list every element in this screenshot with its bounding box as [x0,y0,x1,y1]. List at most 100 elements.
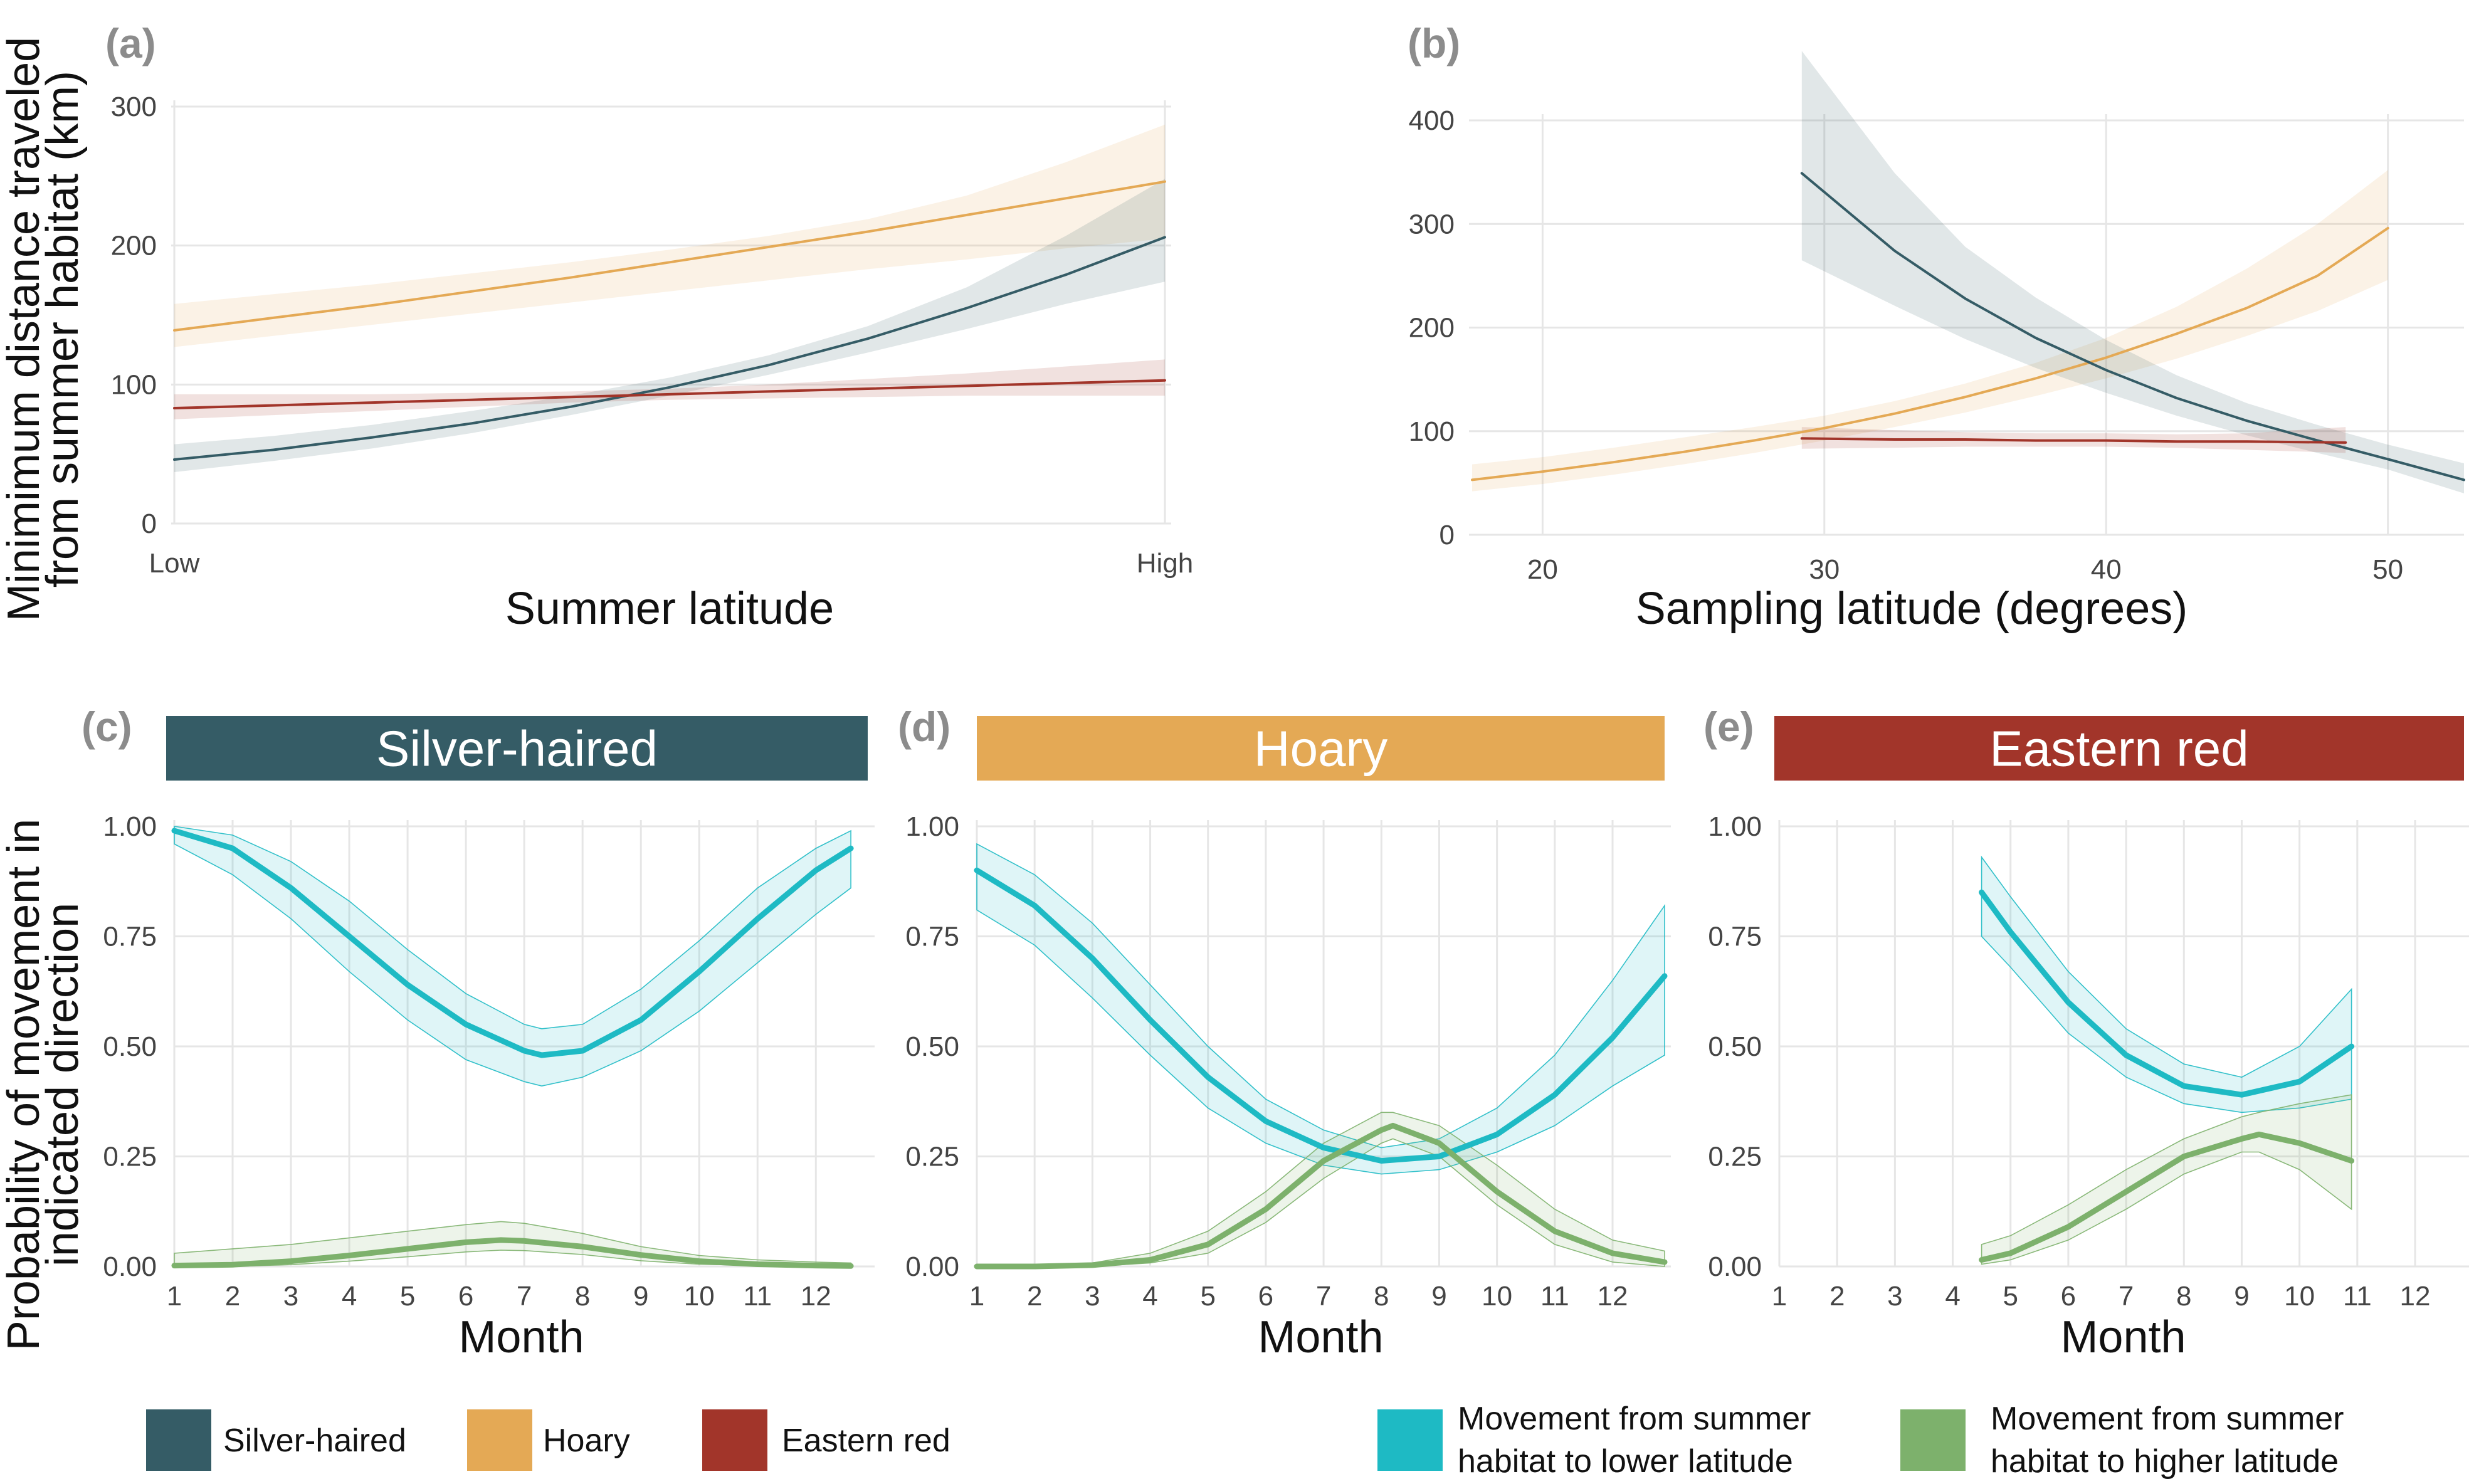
legend-swatch [1377,1409,1443,1471]
ribbon-eastern-red [174,359,1165,419]
y-title-top-line1: Minimimum distance traveled [0,37,49,621]
x-tick-label: 7 [2119,1281,2134,1312]
y-tick-label: 0.25 [103,1142,157,1172]
y-tick-label: 1.00 [103,811,157,842]
x-tick-label: 5 [2003,1281,2018,1312]
ribbon-hoary [174,124,1165,347]
y-tick-label: 0.50 [103,1031,157,1062]
x-axis-title: Summer latitude [505,584,834,634]
x-tick-label: 3 [1085,1281,1100,1312]
series-line-silver-haired [173,236,1166,461]
legend-label: Hoary [543,1423,630,1459]
panel-tag: (c) [82,703,132,750]
x-tick-label: 10 [2284,1281,2315,1312]
x-tick-label: 50 [2372,554,2403,585]
legend-label-line1: Movement from summer [1991,1401,2344,1437]
panel-a: (a) 0 100 200 300 Low High Summer latitude [105,20,1193,634]
ribbon-silver-haired [1801,51,2464,493]
legend: Silver-haired Hoary Eastern red Movement fr… [146,1401,2344,1480]
series-line-eastern-red [173,379,1166,409]
legend-label: Eastern red [782,1423,950,1459]
y-tick-label: 0.25 [1708,1142,1762,1172]
panel-c: Silver-haired(c)0.000.250.500.751.001 2 3 4… [82,703,875,1362]
x-tick-label: 2 [225,1281,240,1312]
x-tick-label: 12 [801,1281,831,1312]
legend-item-direction-1: Movement from summer habitat to lower lat… [1377,1401,1811,1480]
panel-b: (b) 0 100 200 300 400 20 30 40 50 Sampling latitud… [1408,20,2465,634]
x-tick-label: 5 [400,1281,415,1312]
x-tick-label: 1 [1772,1281,1787,1312]
legend-swatch [702,1409,767,1471]
y-tick-label: 0.00 [103,1251,157,1282]
panel-tag: (e) [1703,703,1754,750]
strip-label: Eastern red [1989,721,2249,777]
series-line-hoary [1471,226,2389,482]
series-line-silver-haired [1800,172,2465,482]
y-tick-label: 0.00 [1708,1251,1762,1282]
x-tick-label: 8 [575,1281,590,1312]
strip-label: Hoary [1254,721,1387,777]
y-tick-label: 0.75 [103,922,157,952]
x-axis-title: Month [1258,1312,1383,1362]
legend-label: Silver-haired [223,1423,406,1459]
y-title-bottom-line1: Probability of movement in [0,819,49,1350]
panel-tag: (d) [898,703,950,750]
legend-label-line2: habitat to higher latitude [1991,1443,2339,1480]
y-tick-label: 100 [111,369,157,400]
legend-swatch [467,1409,532,1471]
y-tick-label: 200 [1409,313,1455,344]
y-title-top: Minimimum distance traveled from summer … [0,37,88,621]
series-line-hoary [173,180,1166,332]
x-tick-label: High [1137,548,1194,579]
x-tick-label: 1 [969,1281,984,1312]
legend-label-line1: Movement from summer [1458,1401,1811,1437]
y-tick-label: 0.50 [1708,1031,1762,1062]
panels: (a) 0 100 200 300 Low High Summer latitude (b) 0 1… [82,20,2469,1362]
x-tick-label: 2 [1829,1281,1845,1312]
y-title-top-line2: from summer habitat (km) [38,71,88,587]
panel-tag: (a) [105,20,156,66]
y-title-bottom: Probability of movement in indicated dir… [0,819,88,1350]
ribbon-movement-from-summer-habitat-to-higher-latitude [976,1112,1665,1267]
series-line-movement-from-summer-habitat-to-higher-latitude [1979,1131,2355,1263]
x-tick-label: 40 [2091,554,2122,585]
legend-item-eastern-red: Eastern red [702,1409,950,1471]
legend-item-hoary: Hoary [467,1409,630,1471]
y-tick-label: 100 [1409,416,1455,447]
x-tick-label: 3 [1887,1281,1902,1312]
x-axis-title: Month [2060,1312,2186,1362]
panel-e: Eastern red(e)0.000.250.500.751.001 2 3 4 5 6… [1703,703,2469,1362]
x-tick-label: 9 [633,1281,648,1312]
x-tick-label: 10 [684,1281,715,1312]
x-tick-label: 6 [458,1281,473,1312]
x-tick-label: 20 [1527,554,1558,585]
y-tick-label: 200 [111,231,157,261]
ribbon-movement-from-summer-habitat-to-lower-latitude [976,843,1665,1175]
x-tick-label: 8 [1374,1281,1389,1312]
y-tick-label: 0.25 [905,1142,959,1172]
y-title-bottom-line2: indicated direction [38,903,88,1266]
x-tick-label: 8 [2176,1281,2191,1312]
x-tick-label: 30 [1809,554,1840,585]
legend-item-silver-haired: Silver-haired [146,1409,406,1471]
y-tick-label: 0.75 [905,922,959,952]
series-line-movement-from-summer-habitat-to-lower-latitude [974,867,1668,1164]
series-line-movement-from-summer-habitat-to-higher-latitude [171,1237,854,1269]
x-tick-label: 4 [342,1281,357,1312]
y-tick-label: 300 [111,92,157,122]
x-tick-label: 11 [1540,1281,1569,1312]
x-tick-label: 10 [1482,1281,1512,1312]
y-tick-label: 1.00 [905,811,959,842]
x-tick-label: 4 [1142,1281,1157,1312]
x-tick-label: 3 [283,1281,298,1312]
ribbon-silver-haired [174,179,1165,472]
series-line-movement-from-summer-habitat-to-lower-latitude [171,828,854,1058]
y-tick-label: 0.75 [1708,922,1762,952]
ribbon-movement-from-summer-habitat-to-lower-latitude [174,826,851,1087]
legend-item-direction-2: Movement from summer habitat to higher la… [1900,1401,2344,1480]
x-axis-title: Month [458,1312,584,1362]
x-axis-title: Sampling latitude (degrees) [1636,584,2188,634]
panel-tag: (b) [1408,20,1460,66]
x-tick-label: 7 [1316,1281,1331,1312]
